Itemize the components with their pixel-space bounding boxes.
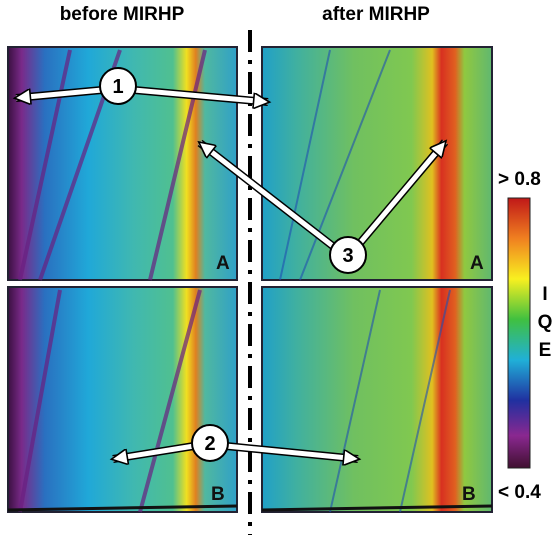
panel-label: B bbox=[462, 484, 476, 505]
colorbar-label: E bbox=[539, 340, 552, 361]
panel-label: B bbox=[211, 484, 225, 505]
colorbar bbox=[507, 197, 531, 469]
panel-label: A bbox=[470, 253, 484, 274]
colorbar-min: < 0.4 bbox=[498, 482, 541, 503]
panel-edge bbox=[7, 504, 493, 512]
header-after: after MIRHP bbox=[322, 4, 430, 25]
panel-after-b bbox=[261, 286, 493, 513]
texture bbox=[18, 49, 207, 513]
panel-before-b bbox=[7, 286, 238, 513]
panels bbox=[7, 46, 493, 513]
callout-label: 3 bbox=[342, 245, 353, 267]
callouts: 1 2 3 bbox=[99, 67, 367, 462]
colorbar-label: I bbox=[542, 284, 547, 305]
header-before: before MIRHP bbox=[60, 4, 185, 25]
colorbar-label: Q bbox=[538, 312, 553, 333]
panel-label: A bbox=[216, 253, 230, 274]
callout-label: 1 bbox=[112, 76, 123, 98]
arrows bbox=[16, 86, 449, 459]
colorbar-max: > 0.8 bbox=[498, 169, 541, 190]
texture bbox=[279, 49, 451, 513]
callout-label: 2 bbox=[204, 433, 215, 455]
